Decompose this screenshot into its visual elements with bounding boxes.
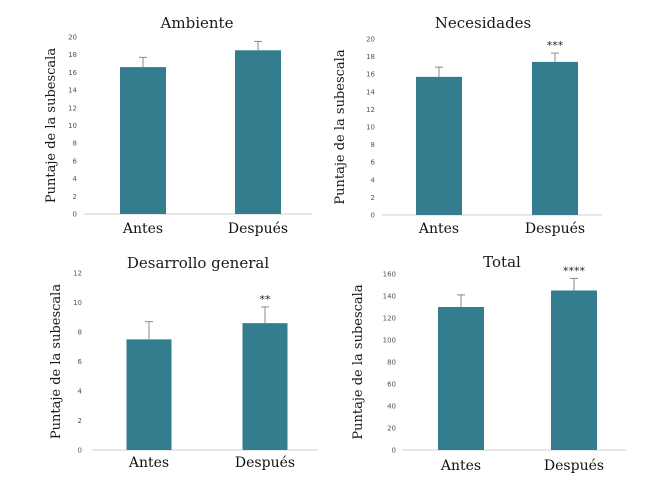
y-axis-label: Puntaje de la subescala [333, 49, 348, 204]
bar-después [242, 323, 288, 450]
bar-antes [438, 307, 484, 450]
y-tick-label: 0 [73, 211, 77, 219]
y-tick-label: 16 [68, 69, 77, 77]
y-tick-label: 40 [387, 403, 396, 411]
y-axis-label: Puntaje de la subescala [351, 284, 366, 439]
significance-marker: ** [260, 293, 272, 306]
x-category-label: Después [235, 455, 295, 471]
y-tick-label: 6 [78, 358, 83, 366]
y-tick-label: 80 [387, 359, 396, 367]
significance-marker: *** [547, 39, 564, 52]
bar-antes [120, 67, 166, 214]
bar-después [235, 50, 281, 215]
y-tick-label: 18 [68, 51, 77, 59]
y-tick-label: 120 [383, 315, 396, 323]
y-tick-label: 4 [371, 176, 376, 184]
x-category-label: Antes [122, 221, 163, 237]
y-tick-label: 160 [383, 271, 396, 279]
y-axis-label: Puntaje de la subescala [44, 48, 59, 203]
y-tick-label: 16 [366, 71, 375, 79]
y-tick-label: 6 [371, 159, 376, 167]
y-tick-label: 8 [78, 329, 82, 337]
y-tick-label: 20 [366, 36, 375, 44]
y-tick-label: 10 [366, 124, 375, 132]
y-tick-label: 10 [73, 299, 82, 307]
y-tick-label: 0 [78, 447, 82, 455]
y-tick-label: 18 [366, 53, 375, 61]
y-tick-label: 12 [366, 106, 375, 114]
x-category-label: Antes [418, 221, 459, 237]
y-tick-label: 12 [73, 270, 82, 278]
y-axis-label: Puntaje de la subescala [49, 284, 64, 439]
y-tick-label: 20 [387, 425, 396, 433]
y-tick-label: 0 [392, 447, 396, 455]
chart-title: Ambiente [160, 14, 234, 32]
x-category-label: Después [525, 221, 585, 237]
y-tick-label: 100 [383, 337, 396, 345]
chart-panel: Ambiente Puntaje de la subescala 0 2 4 6 8 10 12… [44, 14, 312, 237]
chart-panel: Total Puntaje de la subescala 0 20 40 60 80 100… [351, 253, 626, 474]
chart-title: Desarrollo general [127, 254, 269, 272]
bar-después [532, 61, 578, 215]
y-tick-label: 14 [68, 87, 77, 95]
y-tick-label: 2 [371, 194, 375, 202]
y-tick-label: 8 [371, 141, 375, 149]
x-category-label: Después [228, 221, 288, 237]
chart-panel: Necesidades Puntaje de la subescala 0 2 4 6 8 1… [333, 14, 602, 237]
x-category-label: Antes [440, 458, 481, 474]
x-category-label: Después [544, 458, 604, 474]
y-tick-label: 60 [387, 381, 396, 389]
y-tick-label: 2 [78, 417, 82, 425]
bar-después [551, 290, 597, 450]
y-tick-label: 140 [383, 293, 396, 301]
y-tick-label: 4 [78, 388, 83, 396]
y-tick-label: 20 [68, 34, 77, 42]
y-tick-label: 8 [73, 140, 77, 148]
x-category-label: Antes [128, 455, 169, 471]
bar-antes [126, 339, 172, 450]
y-tick-label: 12 [68, 104, 77, 112]
chart-title: Total [483, 253, 521, 271]
y-tick-label: 0 [371, 212, 375, 220]
y-tick-label: 4 [73, 175, 78, 183]
chart-panel: Desarrollo general Puntaje de la subescal… [49, 254, 318, 471]
chart-title: Necesidades [435, 14, 532, 32]
bar-antes [416, 76, 462, 215]
significance-marker: **** [563, 264, 586, 277]
y-tick-label: 2 [73, 193, 77, 201]
y-tick-label: 6 [73, 157, 78, 165]
y-tick-label: 14 [366, 88, 375, 96]
y-tick-label: 10 [68, 122, 77, 130]
